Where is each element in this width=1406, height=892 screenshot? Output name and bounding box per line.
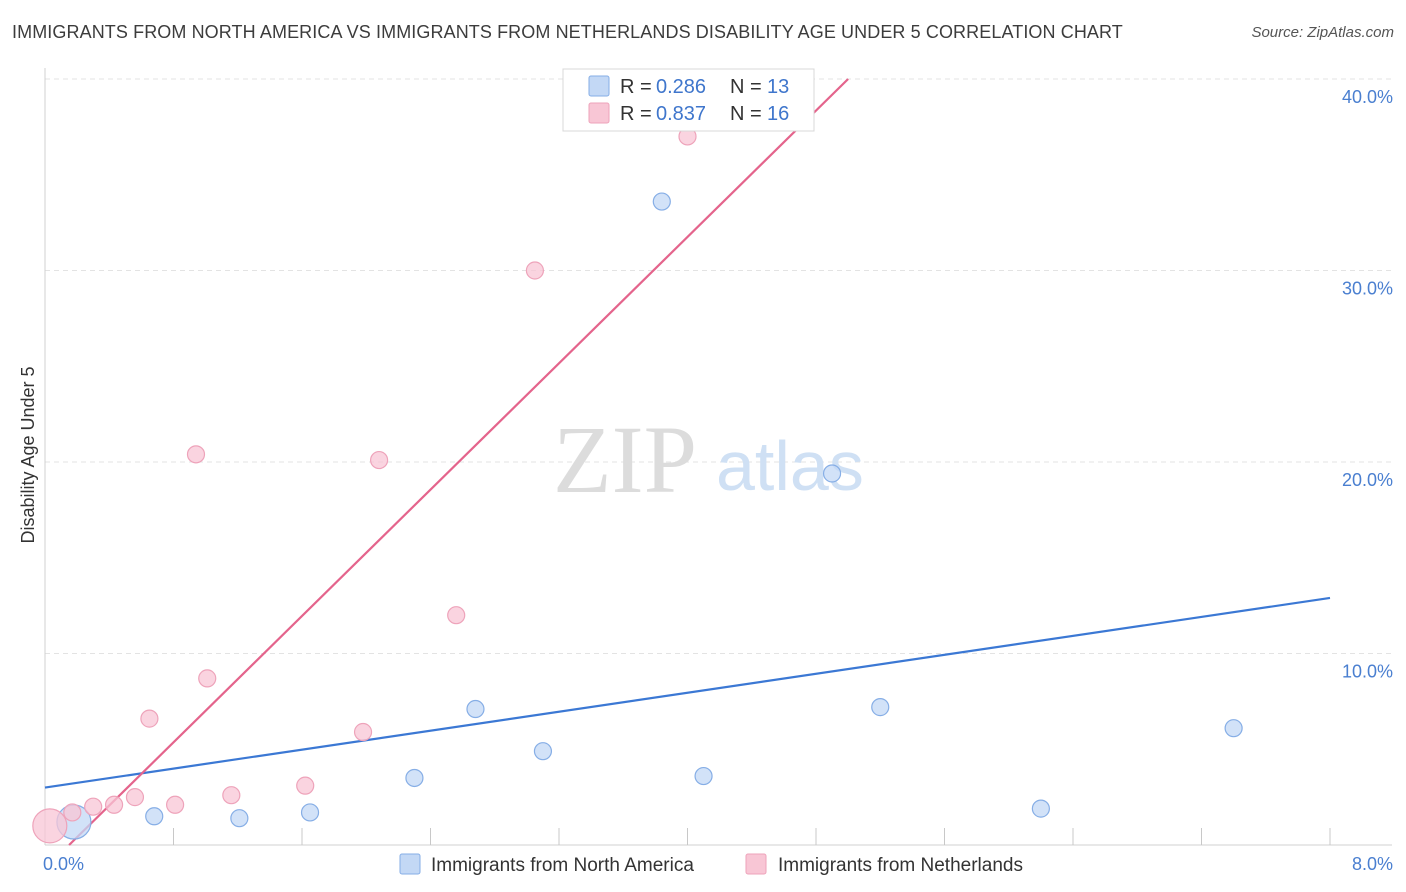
data-point-blue [822, 464, 842, 483]
data-point-pink [198, 669, 217, 688]
watermark-atlas: atlas [716, 427, 864, 505]
data-point-blue [694, 766, 713, 786]
legend-swatch-blue [588, 75, 610, 97]
series-legend-swatch-pink [745, 853, 767, 875]
data-point-pink [447, 606, 466, 625]
trend-line-pink [68, 78, 849, 846]
axes-layer [44, 68, 1392, 846]
data-point-pink [166, 795, 185, 814]
data-point-blue [405, 768, 424, 788]
trend-line-blue [44, 596, 1331, 789]
data-point-pink [353, 722, 373, 742]
legend-n-label: N = [730, 103, 762, 125]
data-point-pink [370, 450, 389, 470]
data-point-pink [186, 445, 206, 464]
data-point-blue [1224, 719, 1243, 738]
y-tick-label: 30.0% [1342, 279, 1393, 299]
legend-r-label: R = [620, 103, 652, 125]
series-legend-label: Immigrants from Netherlands [778, 855, 1023, 876]
legend-r-value: 0.286 [656, 76, 706, 98]
data-point-blue [652, 192, 671, 211]
chart-title: IMMIGRANTS FROM NORTH AMERICA VS IMMIGRA… [12, 22, 1123, 42]
chart-source: Source: ZipAtlas.com [1251, 24, 1394, 41]
data-point-blue [230, 809, 249, 828]
legend-swatch-pink [588, 102, 610, 124]
data-point-pink [222, 786, 241, 805]
data-point-pink [63, 803, 82, 822]
legend-n-value: 16 [767, 103, 789, 125]
y-tick-label: 40.0% [1342, 87, 1393, 107]
tick-labels: 10.0% 20.0% 30.0% 40.0% 0.0% 8.0% [43, 87, 1393, 874]
y-axis-title: Disability Age Under 5 [18, 366, 38, 543]
data-point-pink [125, 788, 145, 807]
series-legend: Immigrants from North America Immigrants… [399, 853, 1023, 876]
x-tick-label: 0.0% [43, 854, 84, 874]
legend-r-value: 0.837 [656, 103, 706, 125]
points-layer [32, 127, 1243, 844]
y-tick-label: 10.0% [1342, 662, 1393, 682]
x-tick-label: 8.0% [1352, 854, 1393, 874]
data-point-pink [32, 808, 68, 844]
data-point-blue [300, 803, 320, 822]
data-point-blue [145, 807, 164, 826]
grid-layer [45, 78, 1392, 654]
watermark: ZIP atlas [553, 406, 864, 513]
series-legend-swatch-blue [399, 853, 421, 875]
legend-r-label: R = [620, 76, 652, 98]
data-point-blue [1031, 799, 1050, 818]
correlation-legend: R = 0.286 N = 13 R = 0.837 N = 16 [562, 68, 815, 132]
legend-n-label: N = [730, 76, 762, 98]
data-point-pink [84, 797, 103, 816]
data-point-pink [104, 795, 124, 814]
series-legend-label: Immigrants from North America [431, 855, 694, 876]
data-point-blue [466, 699, 485, 719]
data-point-blue [533, 742, 553, 761]
y-tick-label: 20.0% [1342, 470, 1393, 490]
data-point-pink [525, 261, 545, 280]
data-point-blue [871, 698, 890, 717]
trend-layer [44, 78, 1331, 846]
watermark-zip: ZIP [553, 406, 697, 513]
data-point-pink [296, 776, 315, 795]
legend-n-value: 13 [767, 76, 789, 98]
data-point-pink [140, 709, 159, 728]
